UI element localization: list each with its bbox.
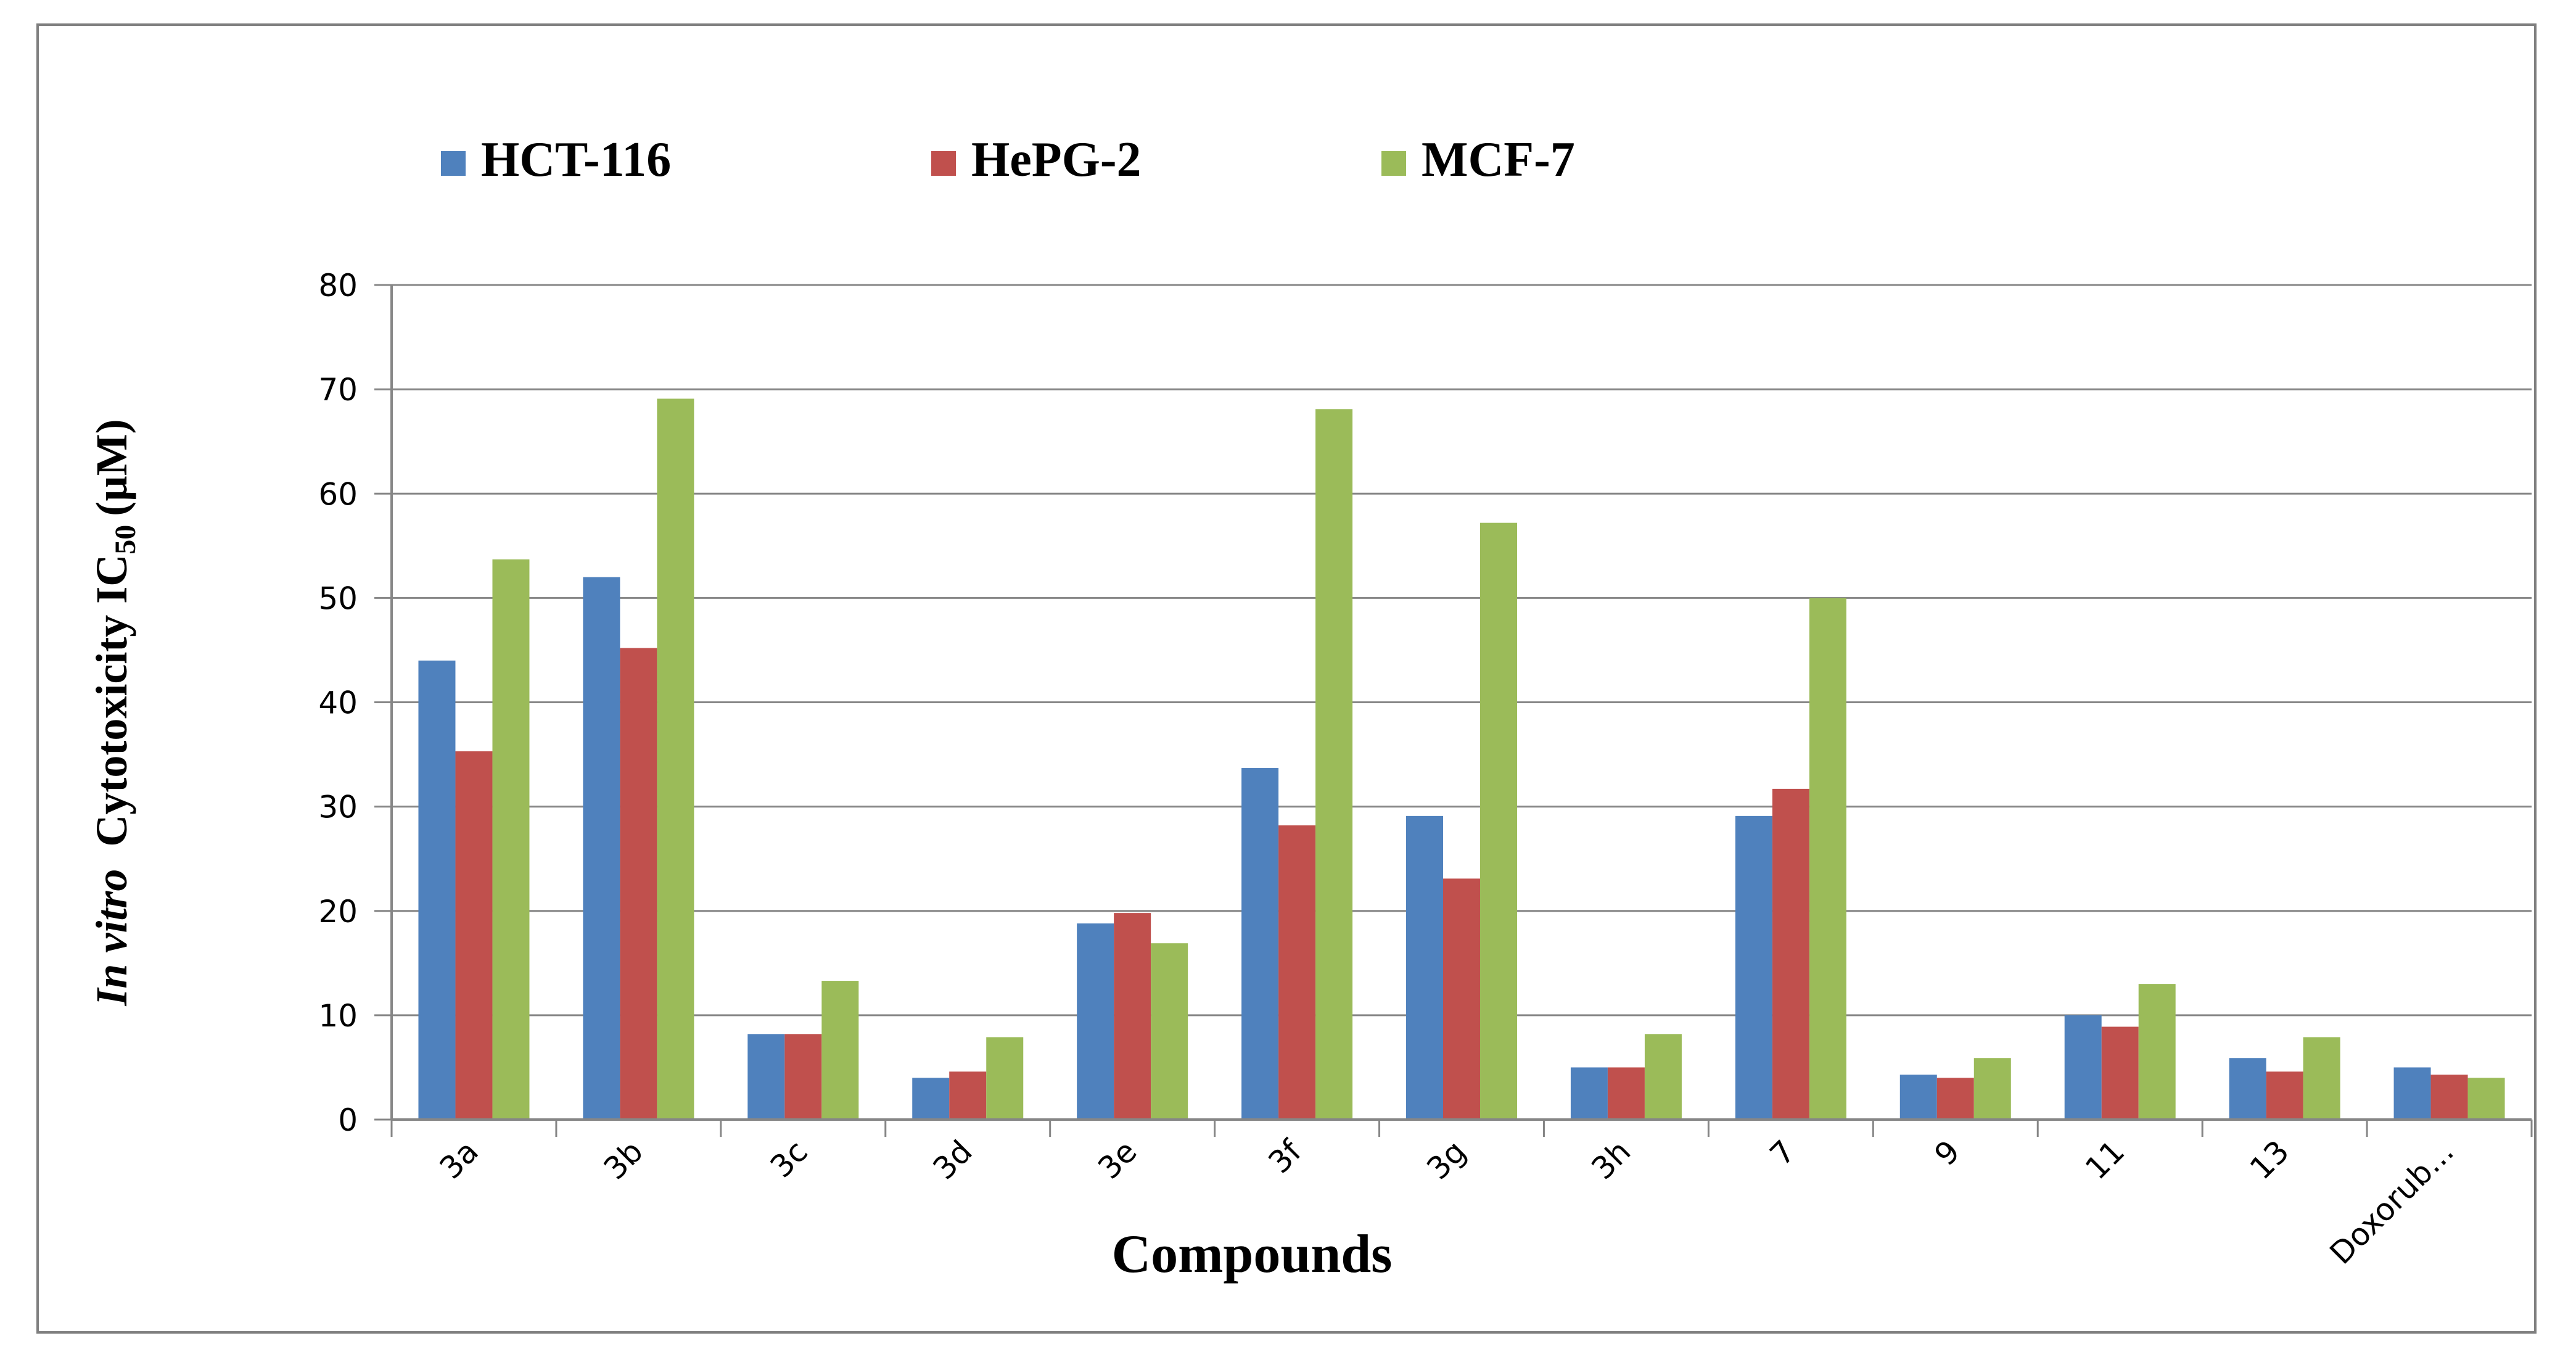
legend-swatch-mcf-7 bbox=[1381, 151, 1406, 176]
bar-hepg-2-3h bbox=[1607, 1067, 1645, 1120]
gridlines bbox=[392, 284, 2532, 1017]
legend-label-mcf-7: MCF-7 bbox=[1422, 133, 1575, 187]
bar-hct-116-doxorub bbox=[2393, 1067, 2431, 1120]
y-tick-label: 50 bbox=[318, 580, 358, 616]
bar-hct-116-3d bbox=[912, 1078, 950, 1120]
bar-hct-116-9 bbox=[1899, 1075, 1937, 1120]
y-tick-label: 30 bbox=[318, 790, 358, 825]
bar-hct-116-3c bbox=[747, 1034, 785, 1120]
x-axis-label: Compounds bbox=[1112, 1224, 1393, 1284]
y-axis-label-subscript: 50 bbox=[109, 525, 142, 555]
bar-mcf-7-3f bbox=[1315, 409, 1353, 1120]
y-tick-labels: 0 10 20 30 40 50 60 70 80 bbox=[318, 268, 358, 1138]
bar-hct-116-3f bbox=[1241, 768, 1279, 1120]
bar-hepg-2-3c bbox=[784, 1034, 822, 1120]
bar-hepg-2-3b bbox=[620, 648, 657, 1120]
y-axis-label-main: Cytotoxicity IC bbox=[87, 555, 136, 847]
bar-hepg-2-3f bbox=[1278, 825, 1316, 1120]
legend-swatch-hct-116 bbox=[441, 151, 466, 176]
bar-hct-116-11 bbox=[2064, 1015, 2102, 1120]
bar-hepg-2-3e bbox=[1114, 913, 1151, 1120]
bar-mcf-7-13 bbox=[2303, 1037, 2340, 1120]
bar-hepg-2-7 bbox=[1772, 788, 1809, 1120]
bar-mcf-7-11 bbox=[2138, 984, 2176, 1120]
bar-hepg-2-3d bbox=[949, 1071, 987, 1120]
bar-hepg-2-doxorub bbox=[2430, 1075, 2468, 1120]
bar-mcf-7-3a bbox=[492, 559, 530, 1120]
legend: HCT-116 HePG-2 MCF-7 bbox=[441, 133, 1575, 187]
y-tick-label: 0 bbox=[338, 1102, 358, 1138]
bar-hepg-2-3g bbox=[1443, 878, 1480, 1120]
y-tick-label: 10 bbox=[318, 998, 358, 1034]
bar-mcf-7-3c bbox=[821, 981, 859, 1120]
bar-mcf-7-3h bbox=[1644, 1034, 1682, 1120]
bar-mcf-7-3b bbox=[657, 398, 694, 1120]
bar-mcf-7-3e bbox=[1151, 943, 1188, 1120]
bar-mcf-7-3d bbox=[986, 1037, 1024, 1120]
y-tick-label: 20 bbox=[318, 894, 358, 930]
bar-hct-116-7 bbox=[1735, 815, 1772, 1120]
bar-hepg-2-9 bbox=[1936, 1078, 1974, 1120]
y-tick-label: 80 bbox=[318, 268, 358, 303]
bar-hepg-2-13 bbox=[2266, 1071, 2303, 1120]
y-tick-label: 70 bbox=[318, 372, 358, 408]
bar-hct-116-13 bbox=[2229, 1058, 2266, 1120]
bar-mcf-7-7 bbox=[1809, 598, 1846, 1120]
bar-hct-116-3b bbox=[583, 577, 620, 1120]
bar-mcf-7-9 bbox=[1973, 1058, 2011, 1120]
bar-hct-116-3a bbox=[418, 660, 456, 1120]
legend-label-hct-116: HCT-116 bbox=[481, 133, 671, 187]
legend-label-hepg-2: HePG-2 bbox=[971, 133, 1141, 187]
y-tick-label: 40 bbox=[318, 685, 358, 721]
y-axis-label-italic: In vitro bbox=[87, 869, 136, 1007]
y-tick-label: 60 bbox=[318, 476, 358, 512]
bar-hepg-2-11 bbox=[2101, 1026, 2139, 1120]
axes bbox=[374, 284, 2533, 1137]
chart-frame bbox=[36, 23, 2537, 1334]
y-axis-label: In vitro Cytotoxicity IC50 (µM) bbox=[87, 419, 142, 1006]
bar-hepg-2-3a bbox=[455, 751, 493, 1120]
legend-swatch-hepg-2 bbox=[931, 151, 956, 176]
bar-hct-116-3h bbox=[1570, 1067, 1608, 1120]
bar-hct-116-3g bbox=[1406, 815, 1443, 1120]
bar-hct-116-3e bbox=[1077, 923, 1114, 1120]
bar-mcf-7-3g bbox=[1480, 522, 1517, 1120]
y-axis-label-unit: (µM) bbox=[87, 419, 136, 516]
bars bbox=[418, 398, 2505, 1120]
bar-mcf-7-doxorub bbox=[2467, 1078, 2505, 1120]
